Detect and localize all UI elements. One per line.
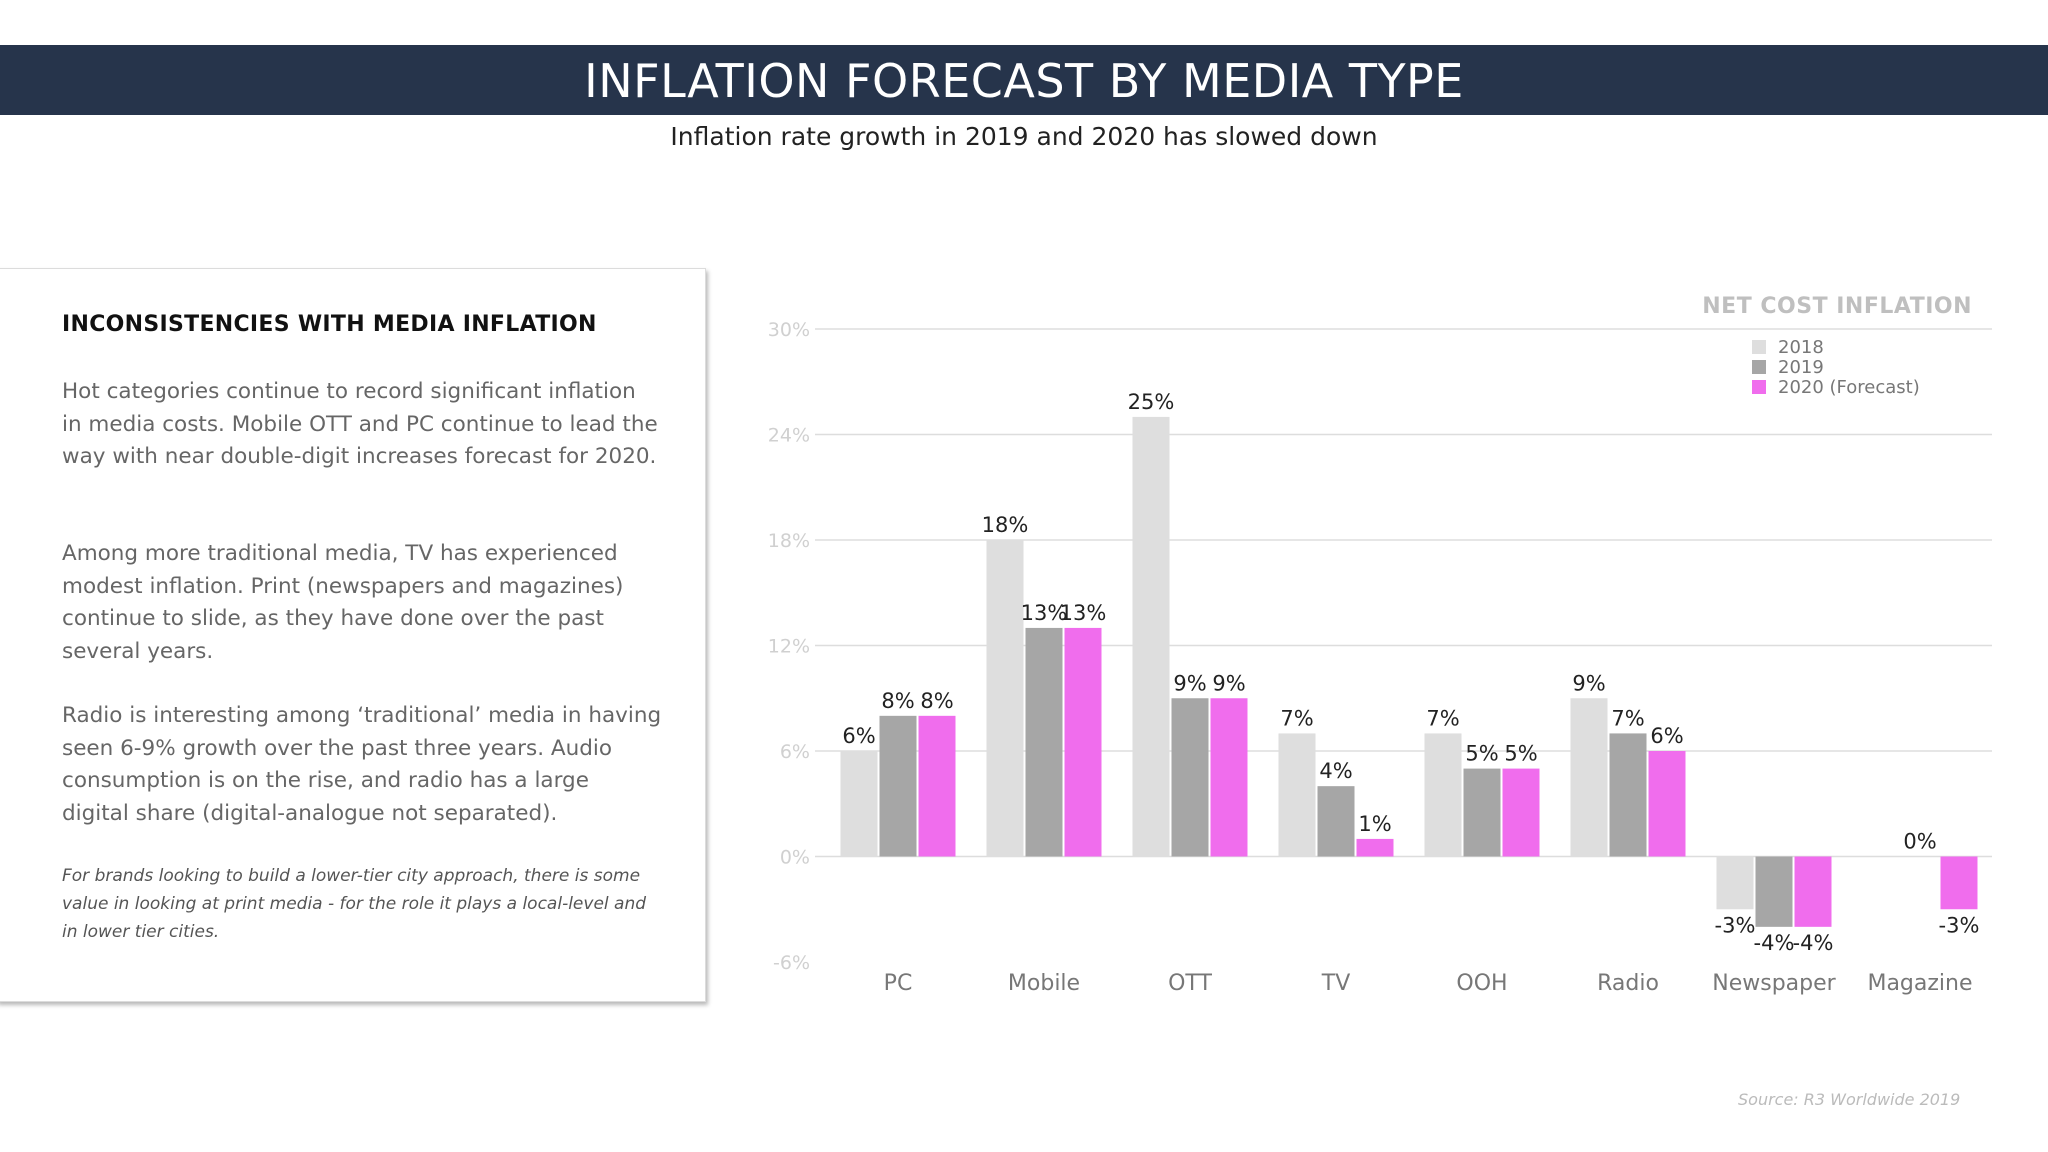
data-label: 18%: [982, 513, 1029, 537]
legend-label: 2019: [1778, 357, 1824, 378]
bar: [1716, 856, 1754, 910]
y-tick-label: 0%: [780, 847, 810, 869]
legend-label: 2018: [1778, 337, 1824, 358]
x-tick-label: OTT: [1168, 971, 1212, 996]
bar: [1210, 698, 1248, 857]
x-tick-label: Magazine: [1867, 971, 1972, 996]
page-subtitle: Inflation rate growth in 2019 and 2020 h…: [670, 122, 1378, 151]
data-label: 1%: [1358, 812, 1391, 836]
bar: [840, 751, 878, 857]
source-note: Source: R3 Worldwide 2019: [1738, 1090, 1961, 1109]
y-tick-label: 6%: [780, 741, 810, 763]
y-tick-label: -6%: [773, 952, 810, 974]
bar: [1570, 698, 1608, 857]
bar: [1025, 627, 1063, 857]
y-tick-label: 24%: [768, 425, 810, 447]
chart-bars: [840, 416, 1978, 927]
legend-swatch: [1752, 340, 1766, 354]
bar: [986, 540, 1024, 857]
bar: [1463, 768, 1501, 857]
data-label: 9%: [1212, 671, 1245, 695]
chart-title: NET COST INFLATION: [1702, 294, 1972, 319]
x-tick-label: Mobile: [1008, 971, 1080, 996]
x-tick-label: Radio: [1597, 971, 1659, 996]
y-tick-label: 30%: [768, 319, 810, 341]
data-label: 8%: [881, 689, 914, 713]
data-label: 5%: [1504, 742, 1537, 766]
legend-swatch: [1752, 380, 1766, 394]
page-title: INFLATION FORECAST BY MEDIA TYPE: [584, 54, 1464, 108]
data-label: 7%: [1280, 706, 1313, 730]
inflation-bar-chart: -6%0%6%12%18%24%30% 6%8% 8%PC18%13%13%Mob…: [768, 294, 1992, 996]
panel-paragraph-2: Among more traditional media, TV has exp…: [62, 541, 624, 664]
x-tick-label: PC: [884, 971, 913, 996]
data-label: -3%: [1939, 913, 1980, 937]
data-label: 13%: [1021, 601, 1068, 625]
panel-heading: INCONSISTENCIES WITH MEDIA INFLATION: [62, 312, 597, 337]
legend-swatch: [1752, 360, 1766, 374]
data-label: -4%: [1793, 931, 1834, 955]
bar: [1132, 416, 1170, 857]
bar: [1648, 751, 1686, 857]
bar: [879, 715, 917, 857]
bar: [1609, 733, 1647, 857]
data-label: -4%: [1754, 931, 1795, 955]
y-tick-label: 12%: [768, 636, 810, 658]
bar: [1278, 733, 1316, 857]
bar: [918, 715, 956, 857]
x-tick-label: Newspaper: [1712, 971, 1836, 996]
y-tick-label: 18%: [768, 530, 810, 552]
data-label: 5%: [1465, 742, 1498, 766]
x-tick-label: OOH: [1456, 971, 1507, 996]
bar: [1502, 768, 1540, 857]
data-label: 9%: [1572, 671, 1605, 695]
data-label: 9%: [1173, 671, 1206, 695]
x-tick-label: TV: [1321, 971, 1351, 996]
bar: [1317, 786, 1355, 857]
data-label: 25%: [1128, 390, 1175, 414]
bar: [1755, 856, 1793, 927]
data-label: -3%: [1715, 913, 1756, 937]
data-label: 8%: [920, 689, 953, 713]
data-label: 13%: [1060, 601, 1107, 625]
bar: [1424, 733, 1462, 857]
title-banner: INFLATION FORECAST BY MEDIA TYPE: [0, 45, 2048, 115]
panel-paragraph-3: Radio is interesting among ‘traditional’…: [62, 703, 662, 826]
panel-paragraph-1: Hot categories continue to record signif…: [62, 379, 658, 469]
legend-label: 2020 (Forecast): [1778, 377, 1920, 398]
data-label: 6%: [1650, 724, 1683, 748]
commentary-panel: [0, 268, 706, 1002]
bar: [1940, 856, 1978, 910]
data-label: 0%: [1903, 830, 1936, 854]
bar: [1794, 856, 1832, 927]
data-label: 4%: [1319, 759, 1352, 783]
data-label: 7%: [1426, 706, 1459, 730]
bar: [1356, 838, 1394, 857]
bar: [1064, 627, 1102, 857]
bar: [1171, 698, 1209, 857]
data-label: 7%: [1611, 706, 1644, 730]
data-label: 6%: [842, 724, 875, 748]
panel-note: For brands looking to build a lower-tier…: [62, 866, 647, 942]
